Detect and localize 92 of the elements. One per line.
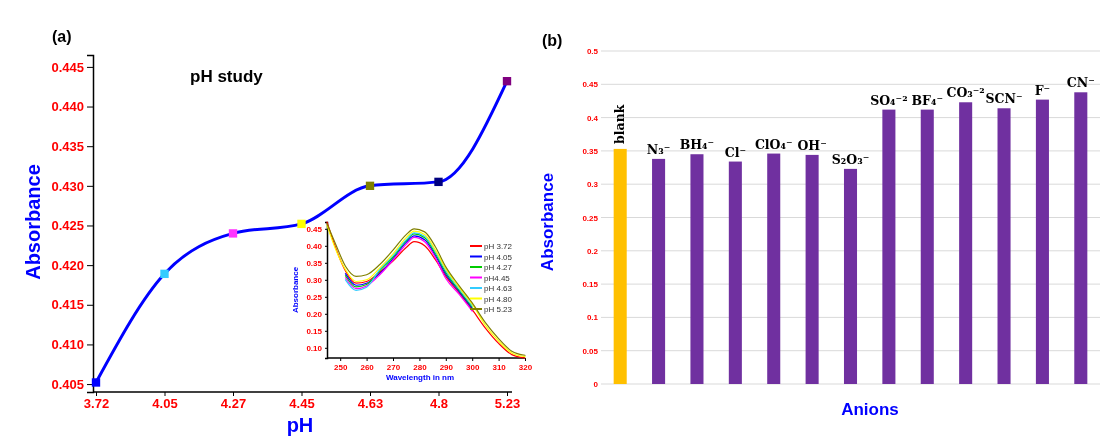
x-tick-label: N₃⁻ [646, 141, 671, 157]
point [160, 269, 169, 279]
bar [1074, 92, 1088, 384]
y-tick-label: 0.15 [306, 326, 323, 336]
text: pH study [190, 67, 264, 86]
bar [805, 154, 819, 384]
bar [843, 168, 858, 384]
bar [1035, 99, 1049, 384]
y-tick-label: 0.405 [51, 376, 84, 392]
y-tick-label: 0.430 [51, 178, 84, 194]
y-tick-label: 0.45 [306, 224, 323, 234]
x-tick-label: CN⁻ [1066, 75, 1095, 91]
y-tick-label: 0 [593, 380, 599, 390]
x-tick-label: 280 [413, 362, 428, 372]
y-tick-label: 0.35 [306, 258, 323, 268]
y-axis-title: Absorbance [538, 172, 557, 272]
x-tick-label: 4.45 [289, 396, 315, 412]
y-tick-label: 0.3 [586, 180, 599, 190]
legend-label: pH4.45 [484, 273, 511, 283]
legend-label: pH 3.72 [484, 242, 513, 251]
x-axis-title: Wavelength in nm [385, 373, 455, 382]
text: (a) [52, 28, 72, 45]
bar [652, 158, 666, 384]
y-tick-label: 0.35 [582, 146, 599, 156]
bar [959, 102, 973, 384]
point [91, 378, 101, 387]
legend-label: pH 4.80 [484, 294, 513, 304]
x-tick-label: SO₄⁻² [870, 92, 908, 108]
x-tick-label: 310 [492, 362, 507, 372]
x-tick-label: BH₄⁻ [679, 137, 715, 153]
x-tick-label: 260 [360, 362, 375, 372]
y-tick-label: 0.420 [51, 257, 84, 273]
y-tick-label: 0.10 [306, 343, 323, 353]
bar [882, 109, 896, 384]
y-axis-title: Absorbance [291, 266, 300, 314]
y-axis-title: Absorbance [22, 164, 44, 280]
y-tick-label: 0.440 [51, 99, 84, 115]
x-tick-label: 4.05 [152, 396, 178, 412]
x-tick-label: 250 [334, 362, 348, 372]
x-tick-label: 3.72 [83, 396, 110, 412]
y-tick-label: 0.2 [586, 246, 599, 256]
x-tick-label: ClO₄⁻ [754, 136, 793, 152]
legend-label: pH 5.23 [484, 305, 513, 314]
x-tick-label: 270 [386, 362, 401, 372]
x-tick-label: S₂O₃⁻ [831, 151, 870, 167]
bar [690, 154, 704, 384]
x-tick-label: 4.8 [429, 396, 449, 412]
legend-label: pH 4.63 [484, 284, 513, 293]
y-tick-label: 0.435 [51, 138, 84, 154]
point [365, 181, 375, 191]
y-tick-label: 0.40 [306, 241, 323, 251]
x-tick-label: F⁻ [1034, 82, 1051, 98]
bar [728, 161, 742, 384]
x-tick-label: 4.63 [357, 396, 384, 412]
bar [613, 148, 627, 384]
point [434, 177, 443, 187]
y-tick-label: 0.15 [582, 280, 599, 290]
y-tick-label: 0.30 [306, 275, 323, 285]
x-axis-title: pH [286, 414, 314, 436]
legend-label: pH 4.05 [484, 252, 513, 262]
point [502, 76, 512, 86]
bar [997, 108, 1011, 384]
x-tick-label: 5.23 [494, 396, 521, 412]
legend-label: pH 4.27 [484, 263, 513, 272]
x-tick-label: Cl⁻ [724, 144, 746, 160]
x-tick-label: CO₃⁻² [946, 85, 985, 101]
y-tick-label: 0.4 [586, 113, 599, 123]
x-tick-label: 320 [518, 362, 533, 372]
y-tick-label: 0.410 [51, 337, 84, 353]
y-tick-label: 0.20 [306, 309, 323, 319]
y-tick-label: 0.445 [51, 59, 84, 75]
y-tick-label: 0.25 [306, 292, 323, 302]
y-tick-label: 0.5 [586, 47, 599, 57]
y-tick-label: 0.05 [582, 346, 599, 356]
x-tick-label: 4.27 [220, 396, 247, 412]
x-tick-label: BF₄⁻ [911, 92, 944, 108]
x-tick-label: SCN⁻ [985, 91, 1023, 107]
x-tick-label: OH⁻ [797, 137, 827, 153]
y-tick-label: 0.415 [51, 297, 84, 313]
bar [920, 109, 934, 384]
text: (b) [542, 32, 563, 49]
point [228, 229, 238, 238]
y-tick-label: 0.425 [51, 218, 84, 234]
y-tick-label: 0.1 [586, 313, 599, 323]
x-axis-title: Anions [841, 400, 899, 419]
bar [767, 153, 781, 384]
x-tick-label: 300 [466, 362, 480, 372]
y-tick-label: 0.25 [582, 213, 599, 223]
y-tick-label: 0.45 [582, 80, 599, 90]
point [297, 219, 306, 229]
x-tick-label: 290 [439, 362, 454, 372]
x-tick-label: blank [612, 104, 628, 144]
